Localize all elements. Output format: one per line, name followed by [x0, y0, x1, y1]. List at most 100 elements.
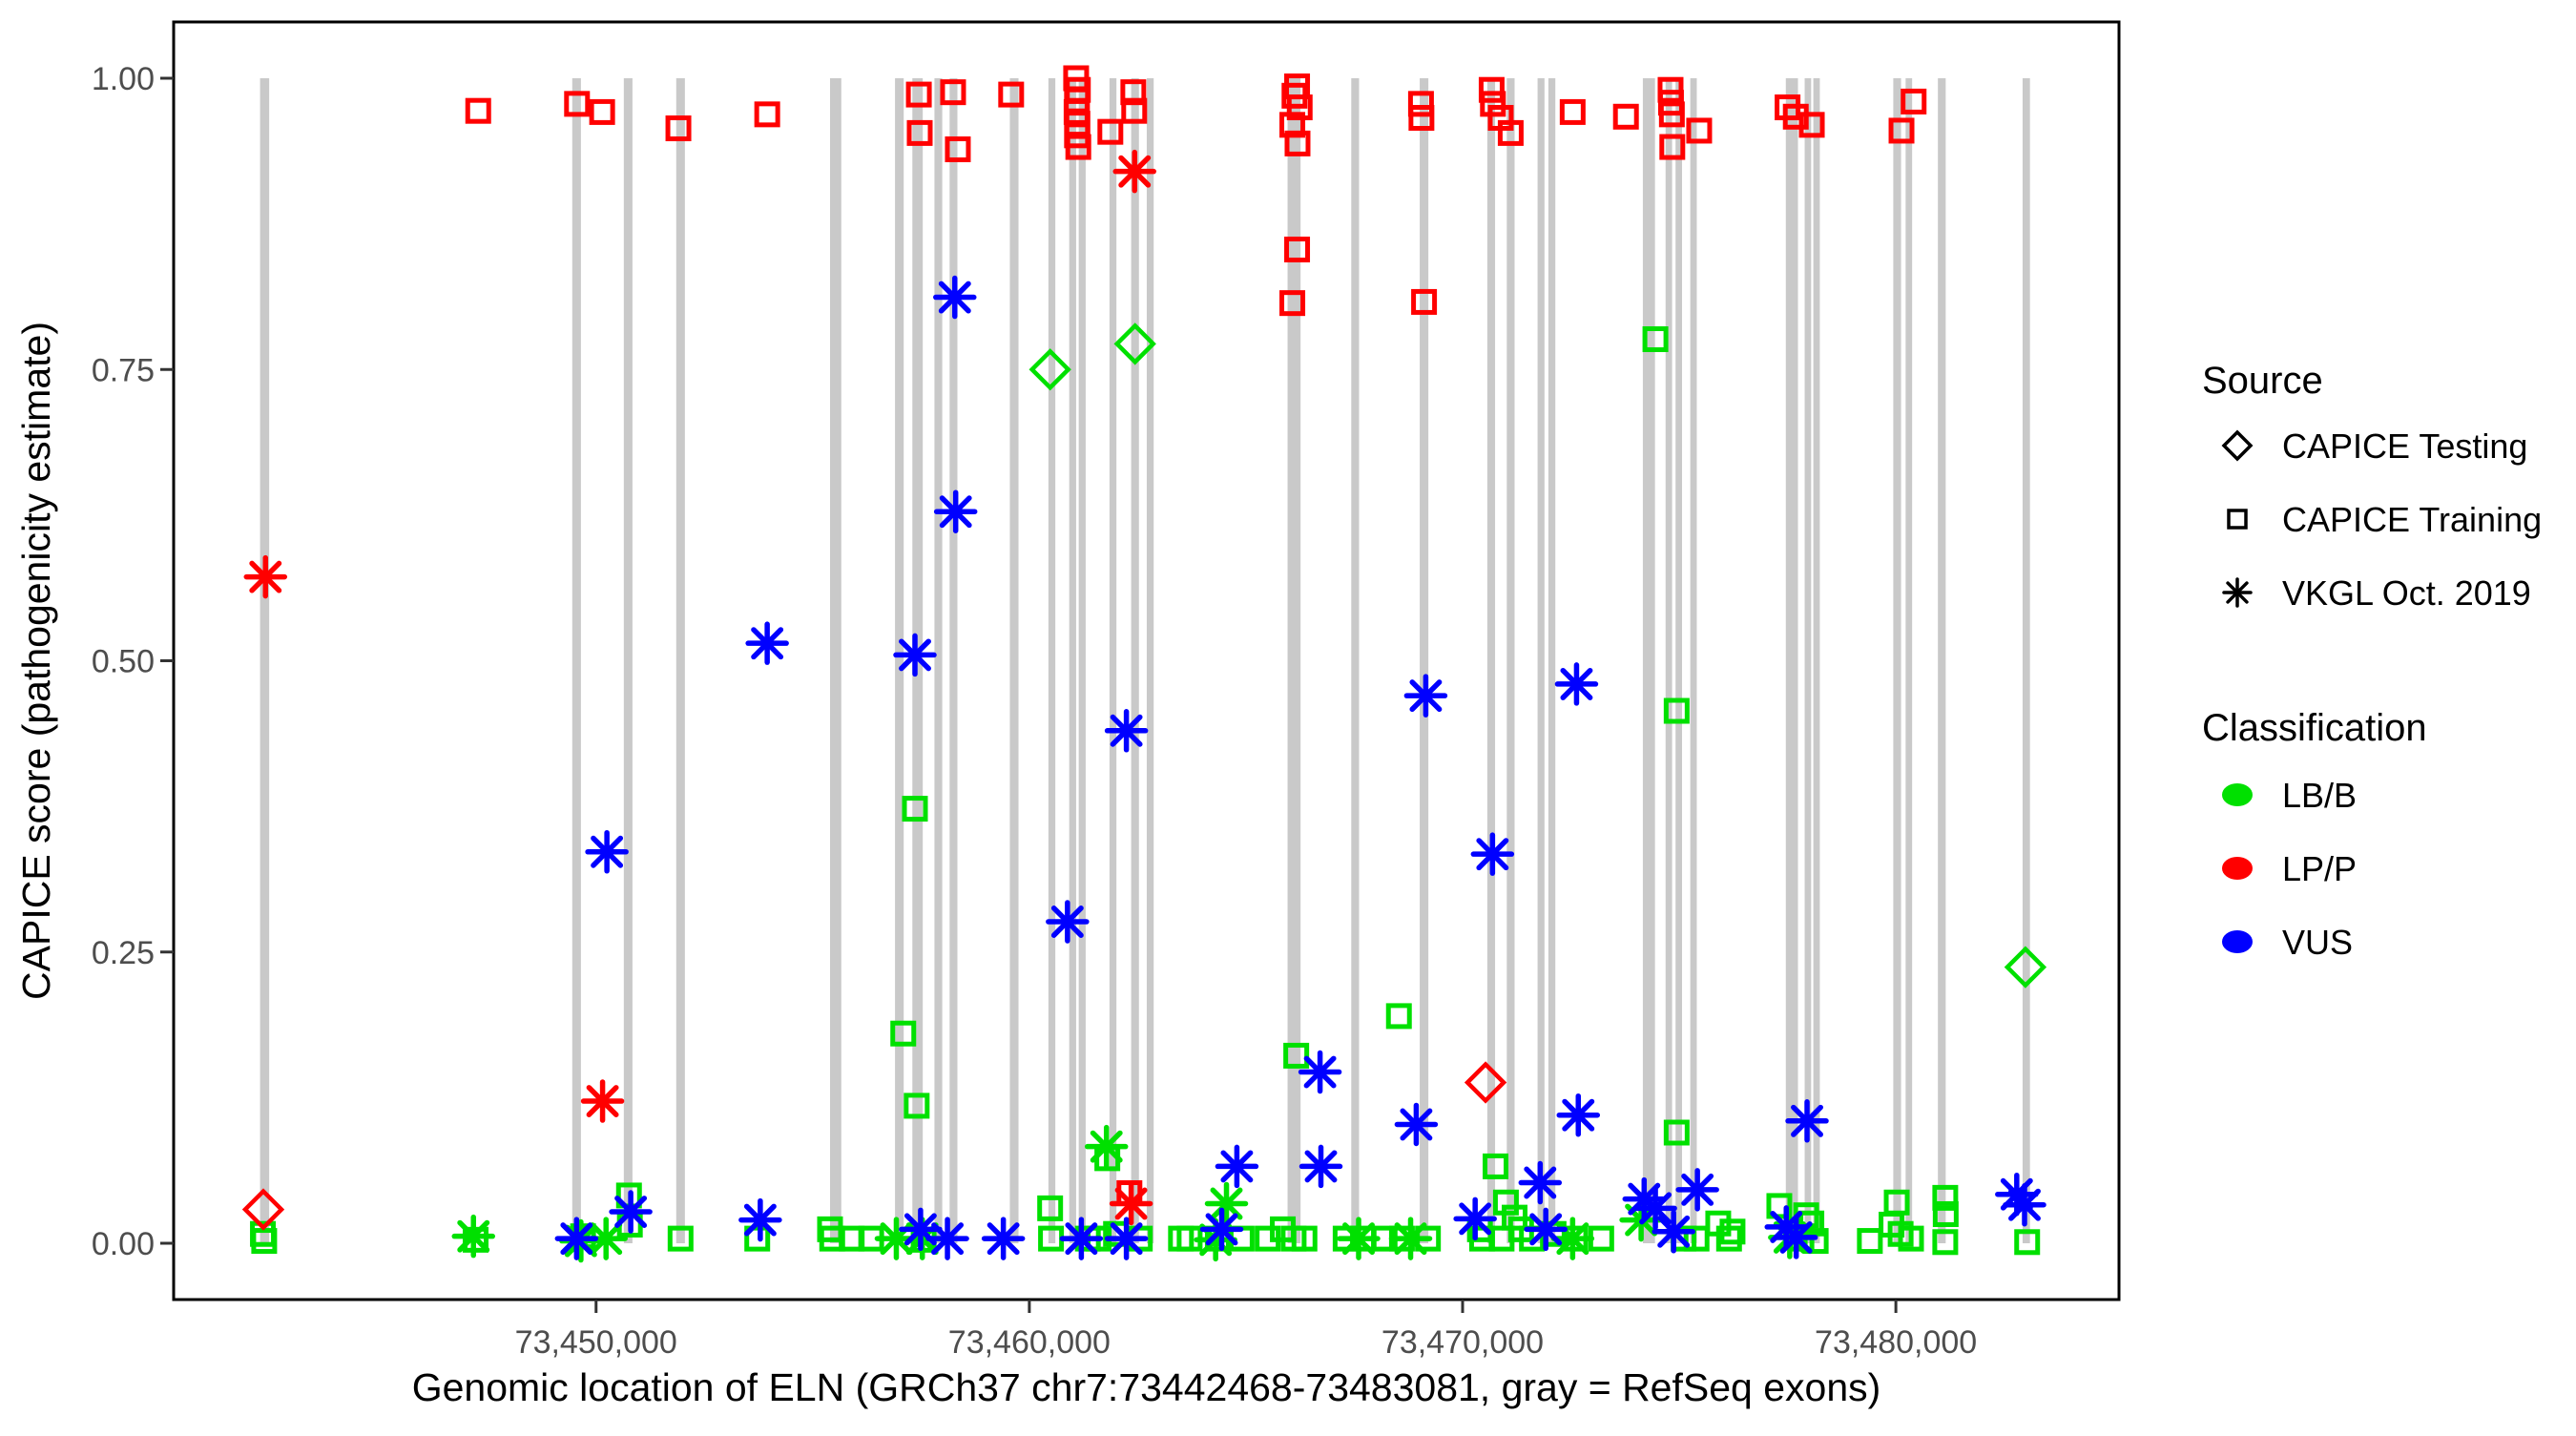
data-point-asterisk: [925, 1217, 969, 1260]
asterisk-arm: [560, 1222, 593, 1256]
asterisk-arm: [904, 1213, 937, 1246]
asterisk-arm: [1050, 905, 1084, 938]
data-point-asterisk: [1204, 1181, 1249, 1226]
data-point-square: [1658, 101, 1685, 128]
legend-classification-item-label: VUS: [2282, 923, 2353, 962]
data-point-square: [1683, 1225, 1710, 1252]
data-point-asterisk: [981, 1217, 1026, 1260]
data-point-square: [1488, 1225, 1515, 1252]
exon-bar: [1351, 78, 1360, 1243]
asterisk-arm: [1657, 1215, 1691, 1248]
asterisk-arm: [586, 1085, 619, 1117]
data-point-square: [1291, 1225, 1318, 1252]
asterisk-arm: [931, 1222, 965, 1256]
data-point-square: [1642, 326, 1669, 353]
data-point-diamond: [1028, 348, 1071, 391]
data-point-square: [1037, 1195, 1064, 1221]
asterisk-arm: [249, 560, 282, 593]
data-point-asterisk: [1337, 1217, 1381, 1260]
data-point-asterisk: [243, 554, 288, 599]
data-point-asterisk: [1298, 1144, 1343, 1189]
exon-bar: [1009, 78, 1019, 1243]
data-point-asterisk: [1199, 1207, 1244, 1252]
data-point-asterisk: [1298, 1050, 1342, 1094]
data-point-asterisk: [745, 621, 789, 665]
data-point-square: [945, 135, 971, 162]
exon-bar: [260, 78, 270, 1243]
data-point-square: [1686, 117, 1713, 144]
asterisk-arm: [939, 495, 972, 529]
data-point-asterisk: [554, 1217, 599, 1260]
data-point-asterisk: [893, 633, 937, 677]
asterisk-arm: [1342, 1222, 1375, 1256]
data-point-asterisk: [2003, 1182, 2046, 1227]
data-point-square: [1898, 1225, 1924, 1252]
data-point-square: [1385, 1003, 1412, 1030]
y-axis-title: CAPICE score (pathogenicity estimate): [14, 322, 58, 1000]
exon-bar: [623, 78, 633, 1243]
data-point-diamond: [1113, 323, 1156, 365]
data-point-square: [1411, 288, 1438, 315]
asterisk-arm: [1118, 155, 1152, 188]
data-point-asterisk: [1652, 1210, 1695, 1254]
asterisk-arm: [1556, 1222, 1589, 1256]
exon-bar: [1109, 78, 1117, 1243]
asterisk-arm: [751, 627, 784, 660]
data-point-square: [1478, 76, 1505, 103]
asterisk-arm: [1529, 1213, 1563, 1246]
exon-bar: [1813, 78, 1820, 1243]
x-axis-tick-label: 73,450,000: [515, 1324, 677, 1361]
exon-bar: [1893, 78, 1901, 1243]
exon-bar: [1486, 78, 1496, 1243]
data-point-asterisk: [738, 1197, 782, 1242]
asterisk-arm: [614, 1196, 648, 1228]
data-point-asterisk: [1046, 900, 1090, 944]
data-point-square: [1901, 88, 1927, 114]
data-point-square: [1483, 1153, 1509, 1179]
exon-bar: [1287, 78, 1301, 1243]
legend-classification-item-label: LB/B: [2282, 776, 2357, 815]
data-point-square: [1284, 130, 1311, 156]
data-point-square: [1932, 1200, 1959, 1227]
legend-source-item-label: CAPICE Training: [2282, 500, 2542, 539]
asterisk-arm: [1110, 1222, 1143, 1256]
data-point-square: [1065, 134, 1091, 160]
data-point-square: [754, 101, 780, 128]
data-point-square: [1663, 697, 1690, 724]
exon-bar: [1690, 78, 1697, 1243]
asterisk-arm: [1110, 714, 1143, 747]
asterisk-arm: [743, 1203, 777, 1237]
data-point-square: [2014, 1229, 2041, 1256]
data-point-square: [998, 81, 1025, 108]
asterisk-arm: [1400, 1108, 1433, 1141]
exon-bar: [1131, 78, 1139, 1243]
asterisk-arm: [591, 835, 624, 868]
exon-bar: [1146, 78, 1154, 1243]
asterisk-arm: [1459, 1202, 1492, 1236]
asterisk-arm: [1560, 667, 1593, 700]
data-point-square: [589, 98, 615, 125]
data-point-square: [251, 1228, 278, 1255]
data-point-asterisk: [1084, 1124, 1129, 1169]
y-axis-tick-label: 0.50: [92, 644, 155, 680]
asterisk-arm: [1090, 1130, 1123, 1163]
data-point-square: [1497, 119, 1524, 146]
data-point-asterisk: [1453, 1197, 1497, 1241]
data-point-square: [1097, 118, 1124, 145]
legend-asterisk-icon: [2222, 577, 2253, 608]
data-point-square: [1857, 1228, 1883, 1255]
data-point-square: [1121, 97, 1148, 124]
data-point-square: [564, 91, 591, 117]
legend-color-dot-icon: [2222, 783, 2253, 806]
y-axis-tick-label: 0.25: [92, 935, 155, 971]
asterisk-arm: [1394, 1222, 1427, 1256]
exon-bar: [949, 78, 958, 1243]
asterisk-arm: [2008, 1188, 2041, 1221]
exon-bar: [1642, 78, 1655, 1243]
data-point-square: [906, 119, 933, 146]
x-axis-tick-label: 73,480,000: [1815, 1324, 1977, 1361]
x-axis-tick-label: 73,470,000: [1381, 1324, 1544, 1361]
data-point-square: [744, 1225, 771, 1252]
